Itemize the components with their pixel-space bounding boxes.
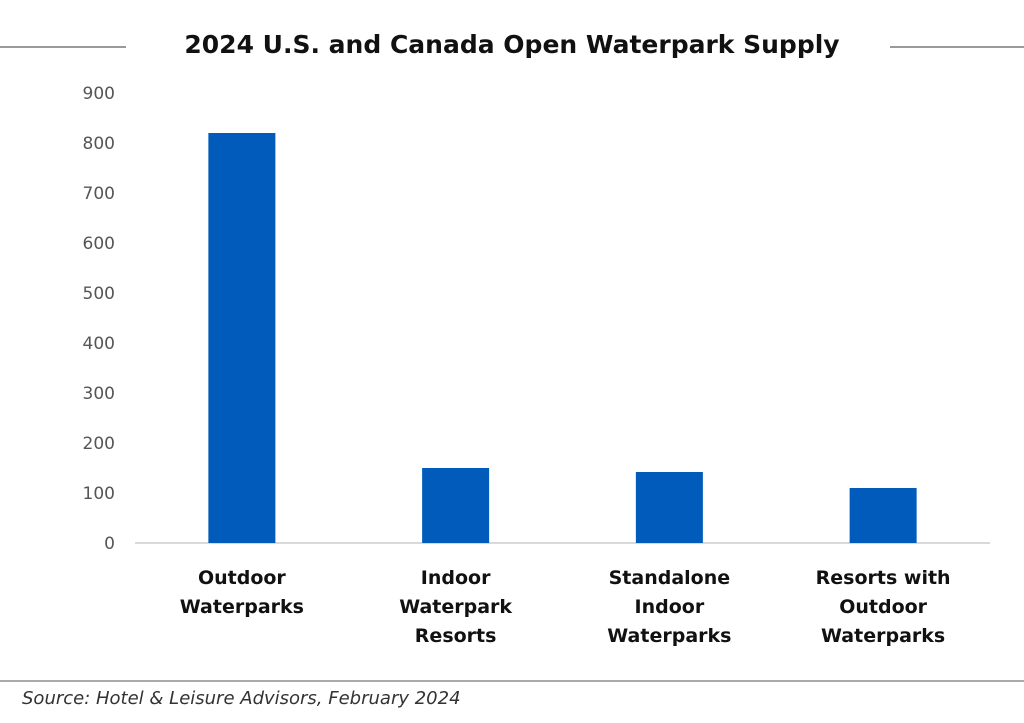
y-tick-label: 100 bbox=[83, 484, 115, 504]
y-tick-label: 300 bbox=[83, 384, 115, 404]
x-tick-label: Waterparks bbox=[607, 625, 731, 647]
x-tick-label: Resorts with bbox=[816, 567, 951, 589]
y-tick-label: 700 bbox=[83, 184, 115, 204]
y-tick-label: 600 bbox=[83, 234, 115, 254]
y-tick-label: 900 bbox=[83, 84, 115, 104]
y-tick-label: 400 bbox=[83, 334, 115, 354]
bar bbox=[208, 133, 276, 543]
title-rule-right bbox=[890, 46, 1024, 48]
y-tick-label: 0 bbox=[104, 534, 115, 554]
x-tick-label: Waterparks bbox=[821, 625, 945, 647]
x-tick-label: Indoor bbox=[635, 596, 705, 618]
x-tick-label: Outdoor bbox=[198, 567, 286, 589]
bar bbox=[422, 468, 490, 543]
footer-rule bbox=[0, 680, 1024, 682]
title-rule-left bbox=[0, 46, 126, 48]
x-tick-label: Outdoor bbox=[839, 596, 927, 618]
source-note: Source: Hotel & Leisure Advisors, Februa… bbox=[22, 688, 461, 709]
x-tick-label: Indoor bbox=[421, 567, 491, 589]
y-tick-label: 200 bbox=[83, 434, 115, 454]
chart-title: 2024 U.S. and Canada Open Waterpark Supp… bbox=[184, 30, 840, 59]
x-tick-label: Resorts bbox=[415, 625, 497, 647]
bar-chart: 0 100 200 300 400 500 600 700 800 900 Outdoor Water… bbox=[83, 84, 990, 647]
bar bbox=[849, 488, 917, 543]
x-tick-label: Standalone bbox=[609, 567, 731, 589]
x-tick-label: Waterpark bbox=[399, 596, 512, 618]
y-tick-label: 800 bbox=[83, 134, 115, 154]
y-tick-label: 500 bbox=[83, 284, 115, 304]
bar bbox=[635, 472, 703, 543]
x-tick-label: Waterparks bbox=[180, 596, 304, 618]
